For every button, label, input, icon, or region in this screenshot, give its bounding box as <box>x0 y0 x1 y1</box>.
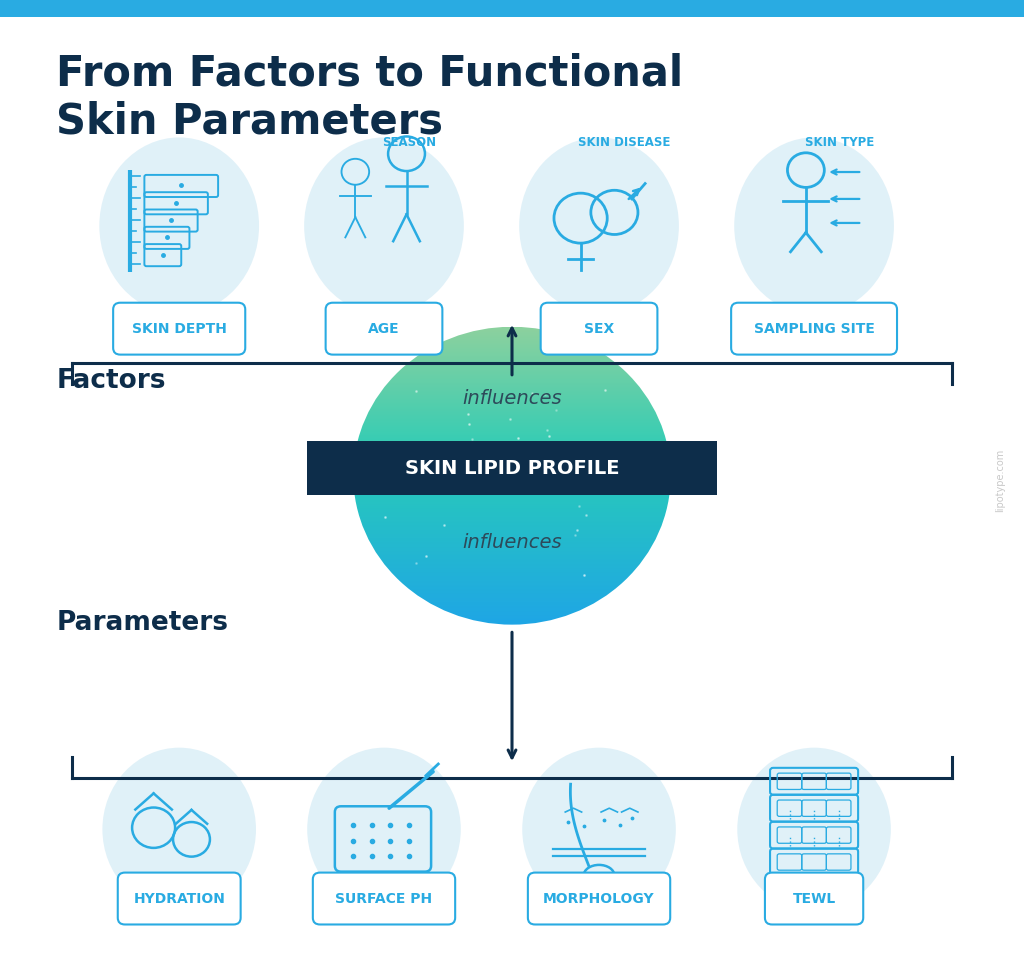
Text: Factors: Factors <box>56 368 166 394</box>
Text: SKIN TYPE: SKIN TYPE <box>805 136 874 149</box>
Text: SKIN DEPTH: SKIN DEPTH <box>132 322 226 335</box>
Ellipse shape <box>304 137 464 314</box>
Ellipse shape <box>522 748 676 911</box>
FancyBboxPatch shape <box>326 303 442 355</box>
FancyBboxPatch shape <box>118 873 241 924</box>
Text: Parameters: Parameters <box>56 610 228 636</box>
Ellipse shape <box>734 137 894 314</box>
FancyBboxPatch shape <box>0 0 1024 17</box>
Ellipse shape <box>307 748 461 911</box>
Ellipse shape <box>737 748 891 911</box>
Text: MORPHOLOGY: MORPHOLOGY <box>543 892 655 905</box>
FancyBboxPatch shape <box>731 303 897 355</box>
FancyBboxPatch shape <box>307 441 717 495</box>
Text: lipotype.com: lipotype.com <box>995 449 1006 512</box>
Ellipse shape <box>519 137 679 314</box>
FancyBboxPatch shape <box>541 303 657 355</box>
Text: AGE: AGE <box>369 322 399 335</box>
Text: influences: influences <box>462 533 562 553</box>
Text: From Factors to Functional: From Factors to Functional <box>56 53 683 95</box>
FancyBboxPatch shape <box>313 873 455 924</box>
Text: SURFACE PH: SURFACE PH <box>336 892 432 905</box>
Text: SKIN DISEASE: SKIN DISEASE <box>579 136 671 149</box>
Text: HYDRATION: HYDRATION <box>133 892 225 905</box>
FancyBboxPatch shape <box>765 873 863 924</box>
Text: SEX: SEX <box>584 322 614 335</box>
Text: Skin Parameters: Skin Parameters <box>56 101 443 143</box>
FancyBboxPatch shape <box>528 873 670 924</box>
Text: TEWL: TEWL <box>793 892 836 905</box>
Text: influences: influences <box>462 389 562 407</box>
Ellipse shape <box>102 748 256 911</box>
Text: SKIN LIPID PROFILE: SKIN LIPID PROFILE <box>404 458 620 478</box>
Text: SEASON: SEASON <box>383 136 436 149</box>
FancyBboxPatch shape <box>113 303 246 355</box>
Text: SAMPLING SITE: SAMPLING SITE <box>754 322 874 335</box>
Ellipse shape <box>99 137 259 314</box>
